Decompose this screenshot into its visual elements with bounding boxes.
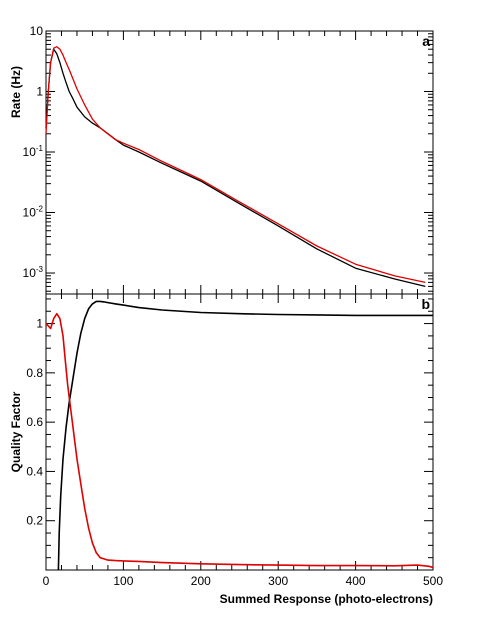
panel-b-y-tick-label: 0.4 (26, 464, 43, 478)
panel-b-y-axis-title: Quality Factor (9, 391, 23, 472)
panel-a-y-tick-label: 10-1 (23, 144, 44, 159)
panel-a-ytick-labels: 10-3 10-2 10-1 1 10 (23, 24, 44, 280)
panel-a-series-line-black (45, 48, 426, 288)
panel-b-x-tick-label: 0 (43, 574, 50, 588)
panel-b-x-tick-label: 500 (423, 574, 443, 588)
panel-b-series-line-black (57, 300, 433, 571)
panel-b-x-tick-label: 300 (268, 574, 288, 588)
panel-b-y-tick-label: 0.8 (26, 366, 43, 380)
panel-a-y-axis-title: Rate (Hz) (9, 66, 23, 118)
panel-b: 0.2 0.4 0.6 0.8 1 0 100 200 300 400 500 b Quality… (9, 293, 444, 606)
panel-a-y-tick-label: 10-3 (23, 265, 44, 280)
panel-b-xtick-labels: 0 100 200 300 400 500 (43, 574, 444, 588)
panel-b-x-tick-label: 400 (346, 574, 366, 588)
panel-a-series (45, 46, 426, 288)
panel-a-y-tick-label: 10 (30, 24, 44, 38)
panel-b-frame (45, 293, 434, 571)
panel-b-series (45, 300, 434, 571)
panel-a-y-tick-label: 1 (36, 85, 43, 99)
panel-b-ytick-labels: 0.2 0.4 0.6 0.8 1 (26, 317, 43, 528)
panel-b-ticks (45, 294, 434, 570)
panel-a-frame (45, 30, 434, 295)
panel-a-series-line-red (45, 46, 426, 284)
x-axis-title: Summed Response (photo-electrons) (220, 592, 433, 606)
panel-a-y-tick-label: 10-2 (23, 205, 44, 220)
panel-b-label: b (421, 296, 430, 312)
panel-b-x-tick-label: 200 (191, 574, 211, 588)
panel-b-y-tick-label: 1 (36, 317, 43, 331)
panel-b-series-line-red (45, 312, 434, 569)
panel-b-y-tick-label: 0.6 (26, 415, 43, 429)
panel-a: 10-3 10-2 10-1 1 10 a Rate (Hz) (9, 24, 434, 295)
panel-a-label: a (422, 33, 430, 49)
panel-b-y-tick-label: 0.2 (26, 514, 43, 528)
panel-a-ticks (45, 30, 434, 294)
panel-b-x-tick-label: 100 (113, 574, 133, 588)
